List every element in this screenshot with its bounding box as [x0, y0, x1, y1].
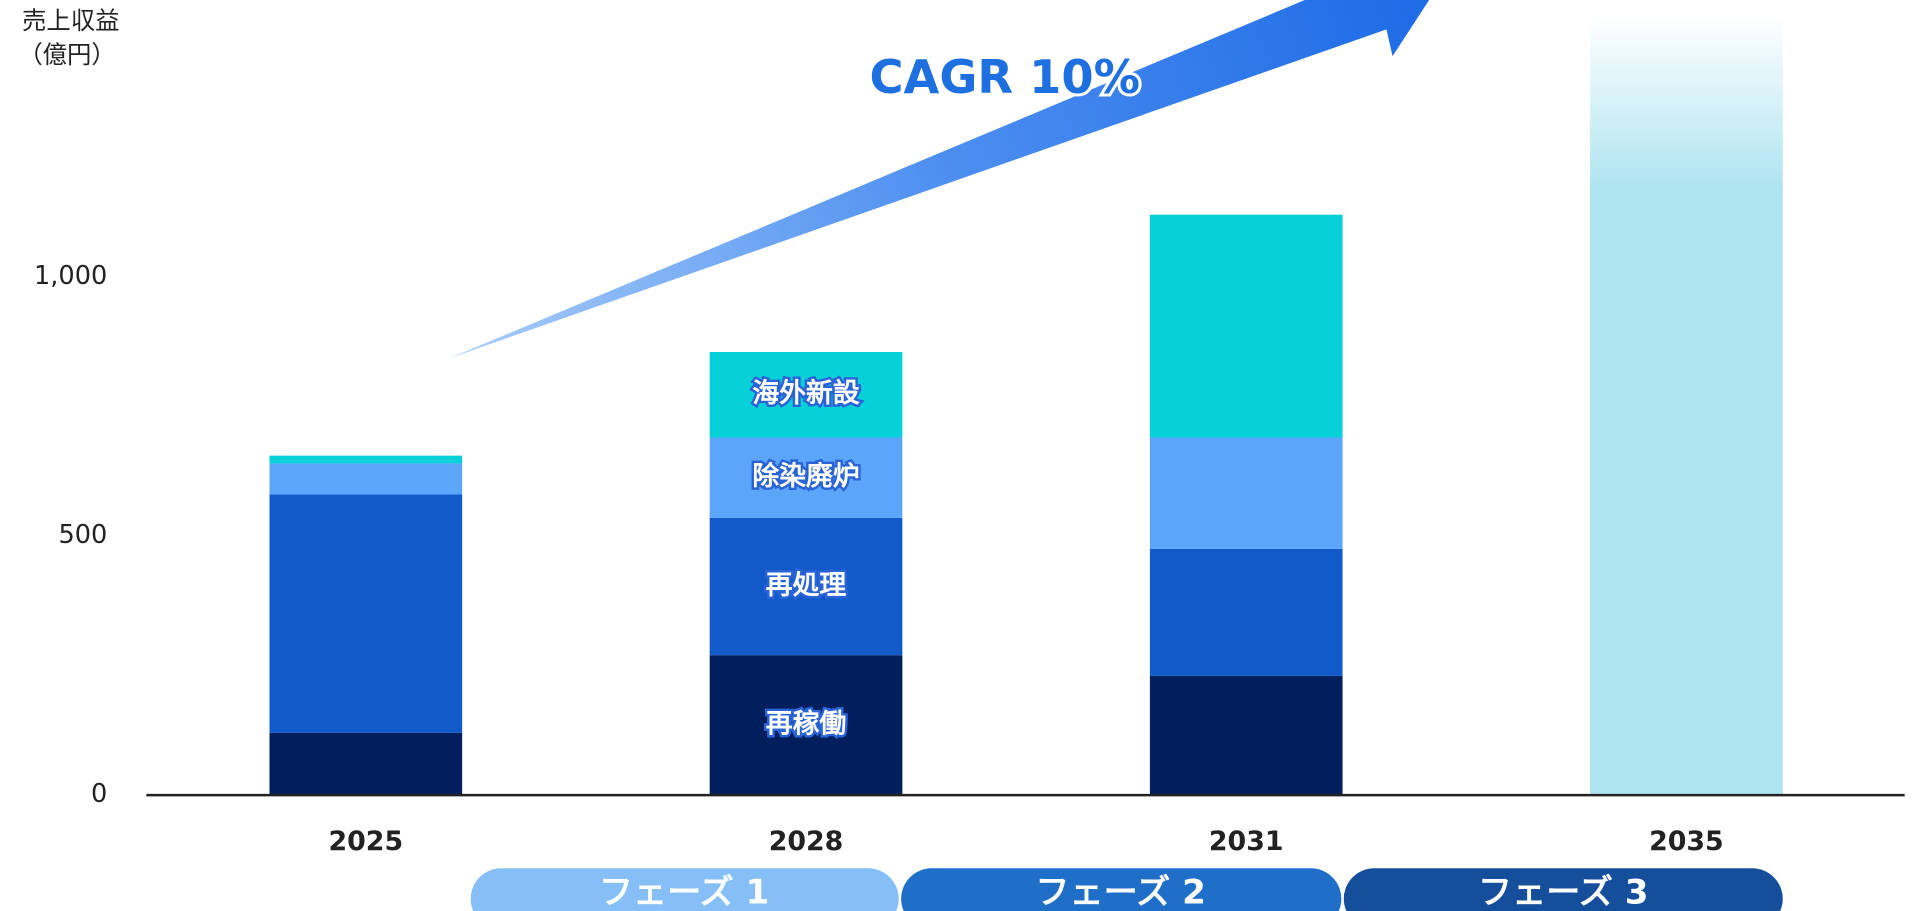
- bar-segment: [709, 517, 903, 656]
- bars: [269, 17, 1783, 796]
- segment-label: 除染廃炉: [752, 460, 859, 492]
- bar-segment: [709, 655, 903, 796]
- bar-segment: [1590, 17, 1783, 796]
- y-axis-label: （億円）: [18, 40, 116, 69]
- bar-segment: [1149, 548, 1343, 676]
- segment-label: 海外新設: [752, 377, 859, 409]
- growth-arrow: [448, 0, 1430, 359]
- y-tick-label: 1,000: [34, 261, 107, 291]
- bar-segment: [269, 732, 463, 796]
- phase-pill: [1343, 868, 1783, 911]
- bar-segment: [1149, 214, 1343, 438]
- y-axis-label: 売上収益: [22, 6, 120, 35]
- phase-pill: [901, 868, 1342, 911]
- bar-segment: [1149, 675, 1343, 796]
- phase-label: フェーズ 3: [1478, 872, 1648, 911]
- bar-segment: [709, 437, 903, 518]
- phase-label: フェーズ 1: [599, 872, 769, 911]
- phase-bar: フェーズ 1 フェーズ 2 フェーズ 3: [470, 868, 1783, 911]
- x-tick-label: 2025: [329, 826, 404, 857]
- phase-pill: [470, 868, 899, 911]
- segment-label: 再処理: [766, 570, 847, 601]
- cagr-annotation: CAGR 10%: [869, 50, 1140, 104]
- x-tick-label: 2035: [1649, 826, 1724, 857]
- y-tick-label: 0: [91, 779, 107, 809]
- phase-label: フェーズ 2: [1035, 872, 1205, 911]
- bar-segment: [709, 352, 903, 438]
- bar-segment: [269, 455, 463, 464]
- bar-segment: [269, 463, 463, 495]
- segment-label: 再稼働: [766, 709, 846, 740]
- x-tick-label: 2031: [1209, 826, 1284, 857]
- x-tick-label: 2028: [769, 826, 844, 857]
- y-tick-label: 500: [58, 520, 107, 550]
- bar-segment: [1149, 437, 1343, 549]
- bar-segment: [269, 494, 463, 733]
